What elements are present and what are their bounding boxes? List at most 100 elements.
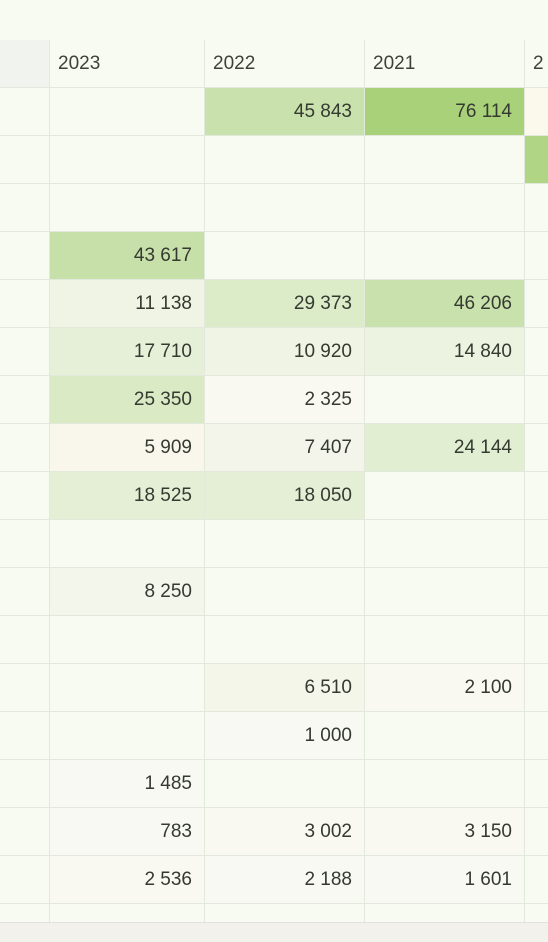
table-cell[interactable]: 45 843 <box>205 88 365 135</box>
table-cell[interactable]: 6 510 <box>205 664 365 711</box>
table-cell[interactable] <box>525 760 548 807</box>
table-cell[interactable]: 46 206 <box>365 280 525 327</box>
header-cell-2021[interactable]: 2021 <box>365 40 525 87</box>
table-cell[interactable] <box>365 520 525 567</box>
table-cell[interactable] <box>205 568 365 615</box>
table-cell[interactable]: 2 188 <box>205 856 365 903</box>
table-cell[interactable] <box>525 808 548 855</box>
table-cell[interactable] <box>0 904 50 922</box>
table-cell[interactable] <box>365 184 525 231</box>
table-cell[interactable] <box>525 712 548 759</box>
table-cell[interactable] <box>0 376 50 423</box>
table-cell[interactable] <box>525 88 548 135</box>
table-cell[interactable] <box>0 88 50 135</box>
table-cell[interactable] <box>50 904 205 922</box>
table-cell[interactable]: 17 710 <box>50 328 205 375</box>
table-cell[interactable] <box>365 904 525 922</box>
table-cell[interactable] <box>0 184 50 231</box>
table-cell[interactable] <box>525 376 548 423</box>
table-cell[interactable] <box>0 568 50 615</box>
table-cell[interactable] <box>205 232 365 279</box>
table-cell[interactable]: 783 <box>50 808 205 855</box>
table-cell[interactable]: 11 138 <box>50 280 205 327</box>
table-cell[interactable] <box>205 760 365 807</box>
table-cell[interactable] <box>0 424 50 471</box>
table-cell[interactable] <box>205 520 365 567</box>
table-cell[interactable] <box>525 568 548 615</box>
table-cell[interactable] <box>0 328 50 375</box>
table-cell[interactable] <box>365 232 525 279</box>
table-cell[interactable] <box>365 472 525 519</box>
table-cell[interactable]: 2 536 <box>50 856 205 903</box>
table-cell[interactable] <box>0 232 50 279</box>
table-cell[interactable] <box>525 856 548 903</box>
table-cell[interactable] <box>0 856 50 903</box>
table-cell[interactable] <box>50 664 205 711</box>
table-cell[interactable] <box>50 136 205 183</box>
table-cell[interactable] <box>525 280 548 327</box>
table-cell[interactable]: 7 407 <box>205 424 365 471</box>
table-cell[interactable]: 18 525 <box>50 472 205 519</box>
table-cell[interactable] <box>0 760 50 807</box>
table-cell[interactable]: 10 920 <box>205 328 365 375</box>
table-cell[interactable] <box>50 184 205 231</box>
table-cell[interactable]: 76 114 <box>365 88 525 135</box>
table-row: 5 909 7 407 24 144 <box>0 424 548 472</box>
header-cell-2023[interactable]: 2023 <box>50 40 205 87</box>
table-cell[interactable]: 1 601 <box>365 856 525 903</box>
table-cell[interactable] <box>525 472 548 519</box>
table-cell[interactable]: 1 000 <box>205 712 365 759</box>
table-cell[interactable]: 24 144 <box>365 424 525 471</box>
table-cell[interactable]: 1 485 <box>50 760 205 807</box>
table-cell[interactable] <box>0 616 50 663</box>
table-cell[interactable]: 2 325 <box>205 376 365 423</box>
table-cell[interactable] <box>0 136 50 183</box>
table-cell[interactable]: 8 250 <box>50 568 205 615</box>
table-cell[interactable] <box>525 136 548 183</box>
top-strip <box>0 0 548 40</box>
table-cell[interactable] <box>50 520 205 567</box>
table-cell[interactable] <box>0 664 50 711</box>
table-cell[interactable]: 2 100 <box>365 664 525 711</box>
table-cell[interactable] <box>525 424 548 471</box>
table-cell[interactable] <box>50 616 205 663</box>
table-cell[interactable] <box>205 616 365 663</box>
table-cell[interactable] <box>365 376 525 423</box>
table-cell[interactable] <box>525 184 548 231</box>
table-cell[interactable]: 3 002 <box>205 808 365 855</box>
table-cell[interactable] <box>0 808 50 855</box>
table-cell[interactable]: 29 373 <box>205 280 365 327</box>
table-cell[interactable] <box>50 88 205 135</box>
table-row <box>0 904 548 922</box>
table-cell[interactable] <box>0 520 50 567</box>
table-cell[interactable] <box>50 712 205 759</box>
table-cell[interactable]: 25 350 <box>50 376 205 423</box>
table-cell[interactable] <box>525 232 548 279</box>
table-cell[interactable] <box>365 136 525 183</box>
table-cell[interactable]: 18 050 <box>205 472 365 519</box>
horizontal-scrollbar[interactable] <box>0 922 548 942</box>
table-cell[interactable] <box>205 904 365 922</box>
table-row <box>0 136 548 184</box>
table-cell[interactable] <box>525 328 548 375</box>
header-cell-truncated[interactable]: 2 <box>525 40 548 87</box>
table-cell[interactable] <box>0 472 50 519</box>
table-cell[interactable] <box>0 712 50 759</box>
table-cell[interactable] <box>365 616 525 663</box>
table-cell[interactable] <box>365 712 525 759</box>
table-cell[interactable] <box>525 904 548 922</box>
table-cell[interactable]: 3 150 <box>365 808 525 855</box>
table-row: 1 485 <box>0 760 548 808</box>
table-cell[interactable]: 14 840 <box>365 328 525 375</box>
table-cell[interactable]: 5 909 <box>50 424 205 471</box>
table-cell[interactable]: 43 617 <box>50 232 205 279</box>
table-cell[interactable] <box>365 760 525 807</box>
table-cell[interactable] <box>525 616 548 663</box>
table-cell[interactable] <box>0 280 50 327</box>
table-cell[interactable] <box>365 568 525 615</box>
header-cell-2022[interactable]: 2022 <box>205 40 365 87</box>
table-cell[interactable] <box>525 664 548 711</box>
table-cell[interactable] <box>205 184 365 231</box>
table-cell[interactable] <box>205 136 365 183</box>
table-cell[interactable] <box>525 520 548 567</box>
